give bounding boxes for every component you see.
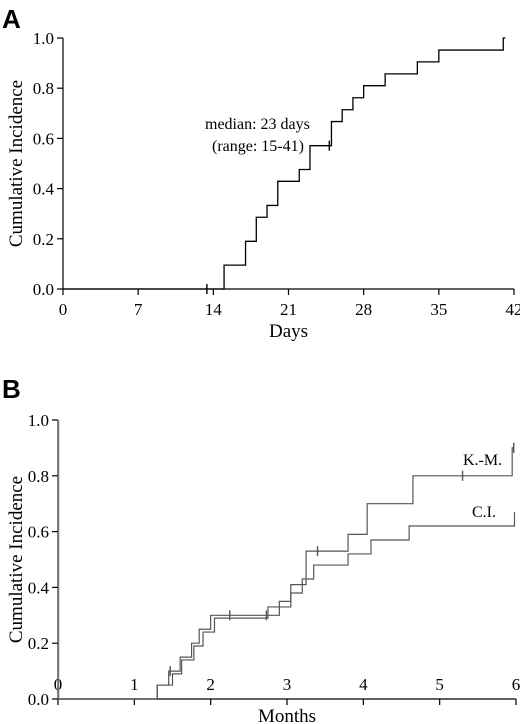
panel-b-axes: 0.00.20.40.60.81.00123456MonthsCumulativ… — [6, 411, 520, 724]
panel-b-x-tick-label: 2 — [206, 675, 215, 694]
panel-b-x-tick-label: 6 — [512, 675, 520, 694]
panel-b-y-tick-label: 0.2 — [28, 634, 49, 653]
panel-a-series-main-line — [63, 37, 506, 290]
panel-a: A 0.0 0.2 0.4 0.6 0.8 1.0 0 7 14 21 28 35 42 Days Cumu… — [2, 4, 520, 342]
panel-b-series — [57, 420, 516, 700]
panel-b-x-axis-title: Months — [258, 706, 316, 724]
median-annotation: median: 23 days — [205, 116, 310, 133]
panel-a-axes: 0.0 0.2 0.4 0.6 0.8 1.0 0 7 14 21 28 35 42 Days Cumula… — [6, 29, 520, 342]
panel-b: B 0.00.20.40.60.81.00123456MonthsCumulat… — [2, 374, 520, 724]
panel-a-label: A — [2, 4, 21, 34]
panel-b-x-tick-label: 5 — [435, 675, 444, 694]
ci-series-label: C.I. — [472, 504, 496, 521]
panel-a-x-tick-label: 42 — [506, 300, 520, 319]
panel-b-y-tick-label: 1.0 — [28, 411, 49, 430]
panel-b-x-tick-label: 4 — [359, 675, 368, 694]
panel-a-x-tick-label: 21 — [280, 300, 297, 319]
panel-b-y-tick-label: 0.0 — [28, 690, 49, 709]
panel-b-x-tick-label: 1 — [130, 675, 139, 694]
panel-b-y-tick-label: 0.4 — [28, 578, 50, 597]
km-series-label: K.-M. — [463, 452, 502, 469]
panel-a-y-tick-label: 0.8 — [33, 79, 54, 98]
range-annotation: (range: 15-41) — [212, 138, 304, 155]
panel-a-y-tick-label: 0.4 — [33, 180, 55, 199]
panel-a-x-tick-label: 0 — [59, 300, 68, 319]
panel-b-y-tick-label: 0.8 — [28, 467, 49, 486]
panel-a-x-axis-title: Days — [269, 321, 308, 342]
panel-a-y-tick-label: 0.0 — [33, 280, 54, 299]
panel-a-x-tick-label: 28 — [355, 300, 372, 319]
panel-a-y-axis-title: Cumulative Incidence — [6, 80, 27, 247]
panel-a-y-tick-label: 0.6 — [33, 129, 54, 148]
panel-b-label: B — [2, 374, 21, 404]
panel-b-y-axis-title: Cumulative Incidence — [6, 476, 27, 643]
panel-a-y-tick-label: 0.2 — [33, 230, 54, 249]
panel-b-series-ci-line — [58, 512, 516, 700]
panel-b-x-tick-label: 3 — [283, 675, 292, 694]
panel-a-x-tick-label: 14 — [205, 300, 223, 319]
panel-b-series-km-line — [58, 447, 515, 700]
panel-a-y-tick-label: 1.0 — [33, 29, 54, 48]
panel-b-y-tick-label: 0.6 — [28, 523, 49, 542]
panel-a-x-tick-label: 7 — [134, 300, 143, 319]
panel-a-x-tick-label: 35 — [430, 300, 447, 319]
panel-a-series — [63, 37, 506, 294]
